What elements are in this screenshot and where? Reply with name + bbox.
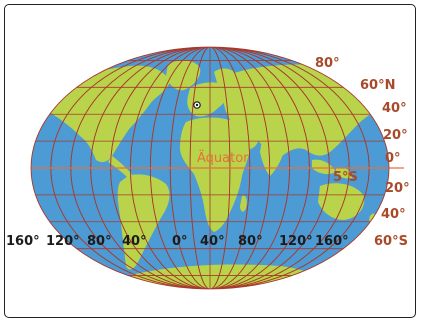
lat-label-40n: 40° xyxy=(382,101,407,116)
lat-label-20s: 20° xyxy=(385,181,410,196)
lat-label-40s: 40° xyxy=(381,207,406,222)
lat-label-60n: 60°N xyxy=(360,78,395,93)
longitude-label: 120° xyxy=(279,234,313,249)
longitude-label: 40° xyxy=(122,234,147,249)
longitude-label: 160° xyxy=(315,234,349,249)
longitude-labels: 160° 120° 80° 40° 0° 40° 80° 120° 160° xyxy=(6,234,349,249)
japan xyxy=(354,106,364,123)
madagascar xyxy=(240,195,247,212)
longitude-label: 80° xyxy=(238,234,263,249)
india xyxy=(260,139,284,176)
lat-label-0: 0° xyxy=(385,151,401,166)
africa xyxy=(180,117,251,232)
lat-label-20n: 20° xyxy=(383,128,408,143)
arabia xyxy=(238,127,258,150)
lat-label-80: 80° xyxy=(315,56,340,71)
longitude-label: 0° xyxy=(172,234,188,249)
central-america xyxy=(108,156,133,179)
equator-label: Äquator xyxy=(197,150,249,166)
longitude-label: 40° xyxy=(200,234,225,249)
greenland xyxy=(166,60,201,91)
location-circle-icon xyxy=(193,101,201,109)
australia xyxy=(318,183,365,220)
globe-outline xyxy=(30,46,390,290)
longitude-label: 80° xyxy=(87,234,112,249)
lat-label-60s: 60°S xyxy=(374,234,408,249)
southeast-asia-islands xyxy=(312,159,353,179)
longitude-label: 160° xyxy=(6,234,40,249)
latitude-5s-label: 5°S xyxy=(333,170,358,185)
longitude-label: 120° xyxy=(46,234,80,249)
